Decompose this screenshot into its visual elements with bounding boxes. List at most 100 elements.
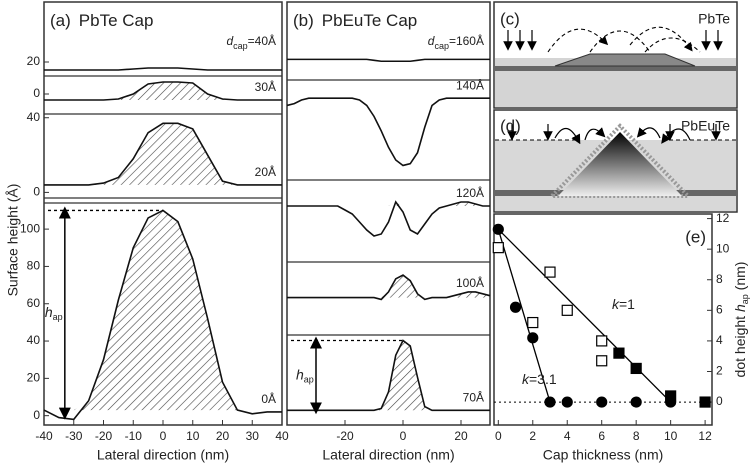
x-tick-label: -30 [65, 429, 83, 443]
profile-line [286, 97, 490, 167]
x-tick-label: 30 [246, 429, 260, 443]
profile-label: 120Å [456, 185, 484, 200]
hatch-area [44, 210, 282, 411]
point [665, 390, 677, 402]
point [561, 304, 573, 316]
point [561, 396, 573, 408]
y-tick-label: 2 [716, 364, 723, 378]
y-axis-title: dot height hap (nm) [732, 262, 750, 378]
point [613, 347, 625, 359]
hatch-area [287, 202, 490, 206]
point [596, 355, 608, 367]
diagram-material: PbTe [698, 11, 730, 27]
diagram-material: PbEuTe [681, 118, 730, 134]
text-part: =1 [619, 296, 635, 312]
hatch-area [287, 340, 490, 411]
x-tick-label: 10 [186, 429, 200, 443]
y-tick-label: 100 [20, 221, 40, 235]
panel-title: (b) PbEuTe Cap [293, 11, 417, 30]
text-part: h [296, 366, 304, 382]
text-part: =160Å [449, 33, 484, 48]
x-tick-label: 20 [454, 429, 468, 443]
text-part: cap [434, 41, 449, 51]
hatch-area [44, 82, 282, 100]
text-part: (nm) [732, 262, 748, 295]
point [492, 242, 504, 254]
x-tick-label: 8 [633, 429, 640, 443]
point [630, 396, 642, 408]
diagram-label: (c) [500, 9, 520, 28]
profile-label: 30Å [255, 79, 276, 94]
x-axis-title: Cap thickness (nm) [543, 447, 664, 463]
text-part: ap [53, 312, 63, 322]
y-tick-label: 8 [716, 272, 723, 286]
y-tick-label: 80 [27, 259, 41, 273]
y-tick-label: 60 [27, 296, 41, 310]
profile-line [44, 67, 282, 71]
y-tick-label: 4 [716, 333, 723, 347]
y-tick-label: 0 [716, 394, 723, 408]
text-part: PbEuTe Cap [322, 11, 417, 30]
y-tick-label: 0 [33, 408, 40, 422]
fit-line [497, 229, 551, 403]
x-tick-label: 0 [160, 429, 167, 443]
point [699, 396, 711, 408]
y-tick-label: 40 [27, 110, 41, 124]
x-tick-label: 2 [529, 429, 536, 443]
profile-label: 140Å [456, 77, 484, 92]
x-tick-label: 40 [275, 429, 289, 443]
point [544, 396, 556, 408]
text-part: d [428, 34, 435, 48]
text-part: dot height [732, 312, 748, 377]
x-tick-label: -10 [125, 429, 143, 443]
x-tick-label: 12 [698, 429, 712, 443]
point [509, 301, 522, 313]
x-axis-title: Lateral direction (nm) [97, 447, 229, 463]
y-tick-label: 10 [716, 241, 730, 255]
y-axis-title: Surface height (Å) [5, 184, 21, 297]
y-tick-label: 6 [716, 302, 723, 316]
x-tick-label: 10 [664, 429, 678, 443]
y-tick-label: 20 [27, 54, 41, 68]
diagram-label: (d) [500, 116, 521, 135]
point [527, 316, 539, 329]
text-part: ap [304, 375, 314, 385]
profile-label: 100Å [456, 275, 484, 290]
point [492, 223, 504, 235]
h-label: hap [296, 366, 314, 385]
point [527, 332, 539, 344]
diagram-d: (d) PbEuTe [493, 109, 738, 213]
text-part: d [226, 34, 233, 48]
x-tick-label: -40 [35, 429, 53, 443]
x-axis-title: Lateral direction (nm) [322, 447, 454, 463]
y-tick-label: 12 [716, 211, 730, 225]
text-part: cap [233, 41, 248, 51]
point [596, 335, 608, 347]
diagram-c: (c) PbTe [493, 1, 738, 109]
profile-label: 20Å [255, 164, 276, 179]
panel-frame [493, 213, 713, 426]
profile-line [287, 200, 490, 237]
text-part: (b) [293, 11, 314, 30]
profile-line [44, 81, 282, 101]
profile-line [44, 122, 282, 186]
text-part: =40Å [248, 33, 276, 48]
x-tick-label: 20 [216, 429, 230, 443]
profile-line [287, 58, 490, 63]
y-tick-label: 20 [27, 371, 41, 385]
fit-line [497, 228, 672, 403]
x-tick-label: 4 [564, 429, 571, 443]
profile-line [287, 274, 491, 301]
y-tick-label: 40 [27, 333, 41, 347]
text-part: ap [740, 294, 750, 304]
point [544, 266, 556, 278]
h-label: hap [45, 304, 63, 323]
point [596, 396, 608, 408]
text-part: =3.1 [529, 371, 557, 387]
panel-frame [286, 1, 491, 426]
panel-label: (e) [685, 227, 706, 246]
text-part: PbTe Cap [79, 11, 154, 30]
profile-label: 0Å [261, 391, 276, 406]
profile-label: 70Å [463, 389, 484, 404]
